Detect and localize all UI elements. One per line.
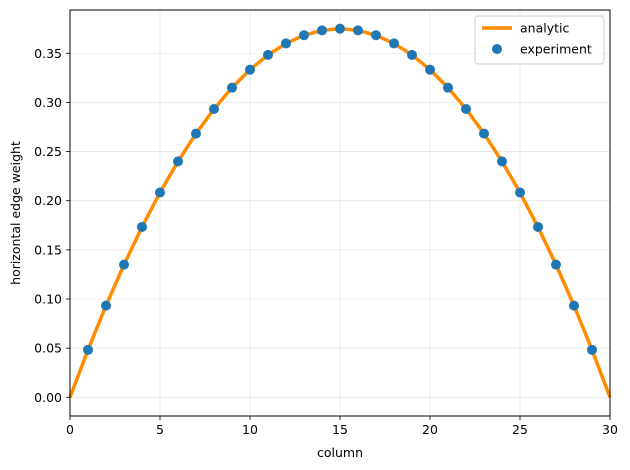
y-tick-label: 0.15: [34, 242, 62, 257]
x-tick-label: 0: [66, 422, 74, 437]
x-tick-label: 20: [422, 422, 438, 437]
experiment-point: [533, 221, 543, 232]
experiment-point: [335, 23, 345, 34]
experiment-point: [281, 38, 291, 49]
x-tick-label: 30: [602, 422, 618, 437]
experiment-point: [515, 187, 525, 198]
legend-analytic-label: analytic: [520, 21, 569, 36]
experiment-point: [83, 344, 93, 355]
legend: analytic experiment: [474, 15, 605, 65]
y-tick-label: 0.10: [34, 292, 62, 307]
experiment-point: [299, 30, 309, 41]
experiment-point: [137, 221, 147, 232]
experiment-point: [461, 103, 471, 114]
experiment-point: [227, 82, 237, 93]
experiment-point: [119, 259, 129, 270]
experiment-point: [425, 64, 435, 75]
y-tick-label: 0.05: [34, 341, 62, 356]
experiment-point: [245, 64, 255, 75]
y-tick-label: 0.35: [34, 46, 62, 61]
x-tick-label: 10: [242, 422, 258, 437]
x-axis: 0 5 10 15 20 25 30: [66, 416, 618, 437]
experiment-point: [479, 128, 489, 139]
legend-experiment-swatch: [492, 44, 502, 54]
x-tick-label: 25: [512, 422, 528, 437]
experiment-point: [173, 156, 183, 167]
experiment-point: [497, 156, 507, 167]
legend-experiment-label: experiment: [520, 42, 592, 57]
grid: [69, 10, 611, 416]
experiment-point: [209, 103, 219, 114]
x-axis-label: column: [317, 445, 363, 460]
experiment-point: [551, 259, 561, 270]
experiment-point: [155, 187, 165, 198]
experiment-point: [191, 128, 201, 139]
y-tick-label: 0.00: [34, 390, 62, 405]
experiment-point: [353, 25, 363, 36]
y-axis-label: horizontal edge weight: [8, 141, 23, 285]
y-axis: 0.00 0.05 0.10 0.15 0.20 0.25 0.30 0.35: [34, 46, 70, 405]
experiment-point: [569, 300, 579, 311]
experiment-point: [587, 344, 597, 355]
experiment-point: [443, 82, 453, 93]
experiment-point: [263, 49, 273, 60]
experiment-point: [389, 38, 399, 49]
experiment-series: [83, 23, 597, 355]
x-tick-label: 15: [332, 422, 348, 437]
experiment-point: [371, 30, 381, 41]
x-tick-label: 5: [156, 422, 164, 437]
y-tick-label: 0.20: [34, 193, 62, 208]
experiment-point: [317, 25, 327, 36]
y-tick-label: 0.30: [34, 95, 62, 110]
experiment-point: [101, 300, 111, 311]
experiment-point: [407, 49, 417, 60]
y-tick-label: 0.25: [34, 144, 62, 159]
